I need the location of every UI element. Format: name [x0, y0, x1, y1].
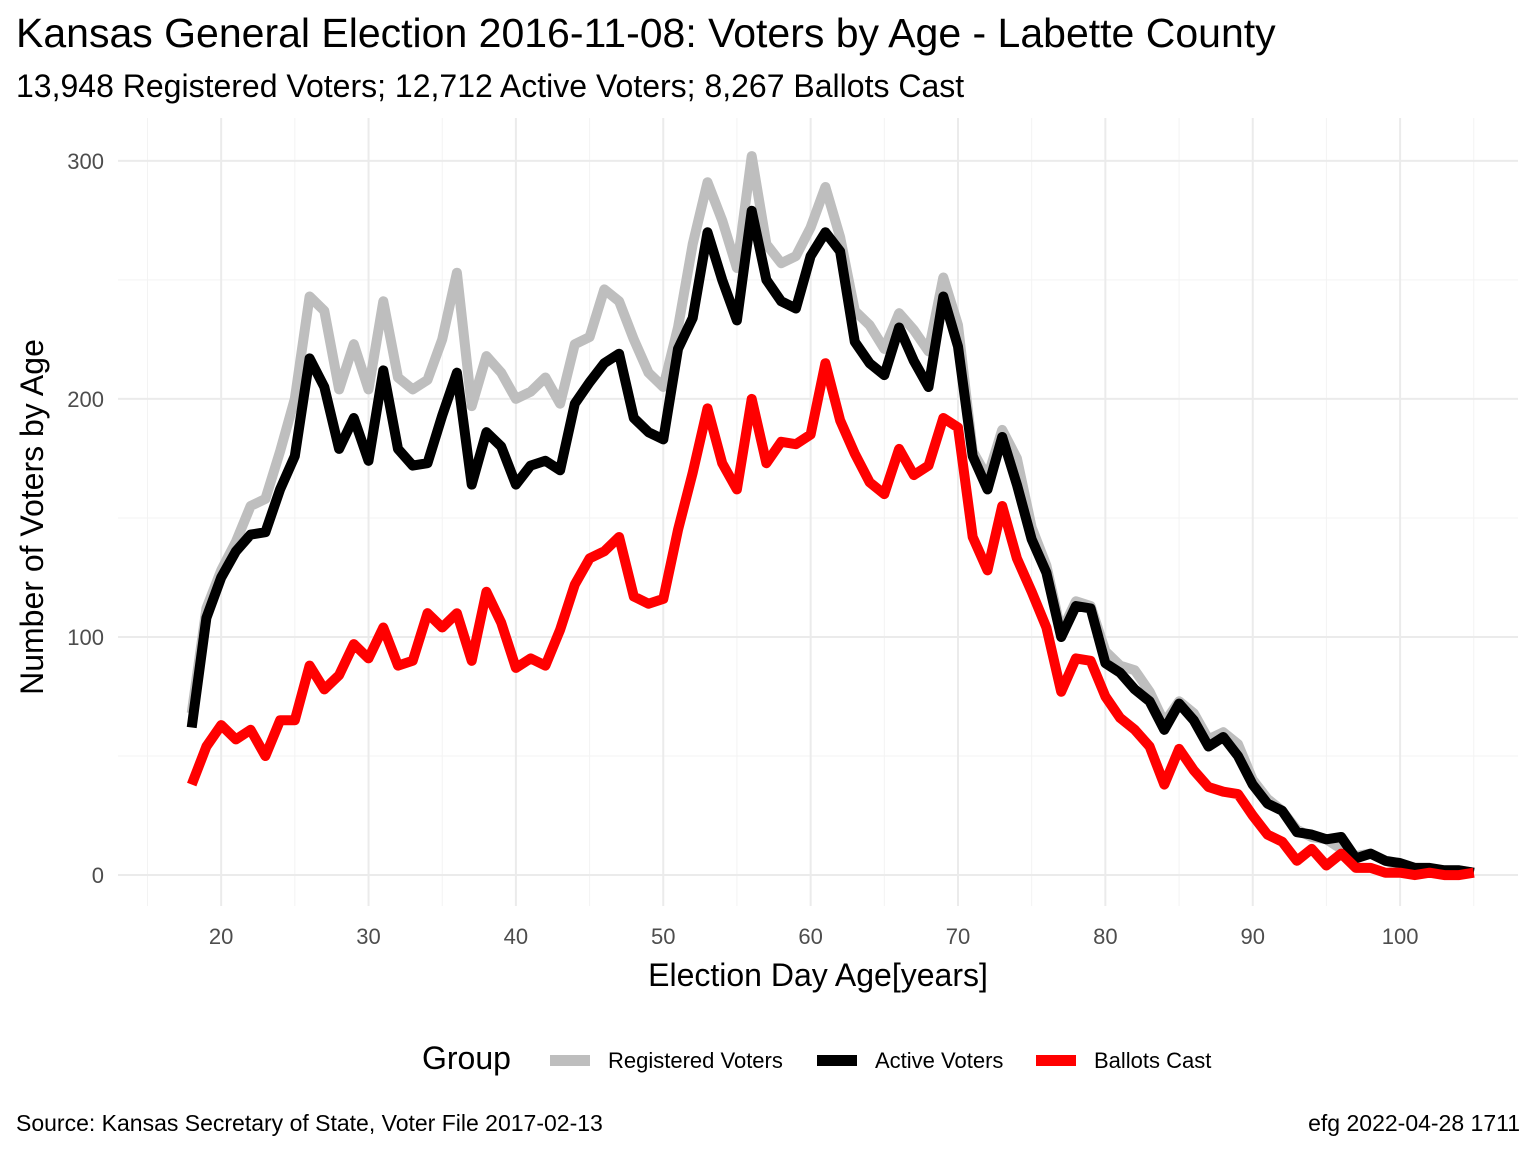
- series-line-registered-voters: [186, 151, 1475, 878]
- x-tick-label: 20: [209, 924, 233, 949]
- y-tick-label: 0: [92, 863, 104, 888]
- line-chart: 0 100 200 300 20 30 40 50 60 70 80 90 100 Election …: [14, 118, 1518, 993]
- x-tick-label: 100: [1382, 924, 1419, 949]
- legend-key-ballots: [1036, 1055, 1076, 1066]
- y-tick-label: 200: [67, 387, 104, 412]
- x-tick-label: 30: [356, 924, 380, 949]
- y-tick-label: 300: [67, 149, 104, 174]
- series-line-ballots-cast: [187, 358, 1475, 881]
- y-axis-ticks: 0 100 200 300: [67, 149, 104, 888]
- y-axis-title: Number of Voters by Age: [14, 339, 50, 695]
- x-tick-label: 80: [1093, 924, 1117, 949]
- x-tick-label: 50: [651, 924, 675, 949]
- x-tick-label: 90: [1240, 924, 1264, 949]
- chart-title: Kansas General Election 2016-11-08: Vote…: [16, 10, 1276, 56]
- x-tick-label: 70: [946, 924, 970, 949]
- x-tick-label: 40: [504, 924, 528, 949]
- series-lines: [186, 151, 1475, 881]
- author-caption: efg 2022-04-28 1711: [1308, 1110, 1520, 1136]
- source-caption: Source: Kansas Secretary of State, Voter…: [16, 1110, 603, 1136]
- legend: Group Registered Voters Active Voters Ba…: [0, 1036, 1536, 1086]
- legend-title: Group: [422, 1040, 511, 1076]
- legend-label-active: Active Voters: [875, 1048, 1004, 1073]
- chart-subtitle: 13,948 Registered Voters; 12,712 Active …: [16, 68, 965, 104]
- x-tick-label: 60: [798, 924, 822, 949]
- x-axis-ticks: 20 30 40 50 60 70 80 90 100: [209, 924, 1419, 949]
- legend-key-registered: [550, 1055, 590, 1066]
- legend-label-registered: Registered Voters: [608, 1048, 783, 1073]
- legend-key-active: [817, 1055, 857, 1066]
- series-line-active-voters: [186, 205, 1475, 878]
- legend-label-ballots: Ballots Cast: [1094, 1048, 1212, 1073]
- x-axis-title: Election Day Age[years]: [648, 957, 988, 993]
- y-tick-label: 100: [67, 625, 104, 650]
